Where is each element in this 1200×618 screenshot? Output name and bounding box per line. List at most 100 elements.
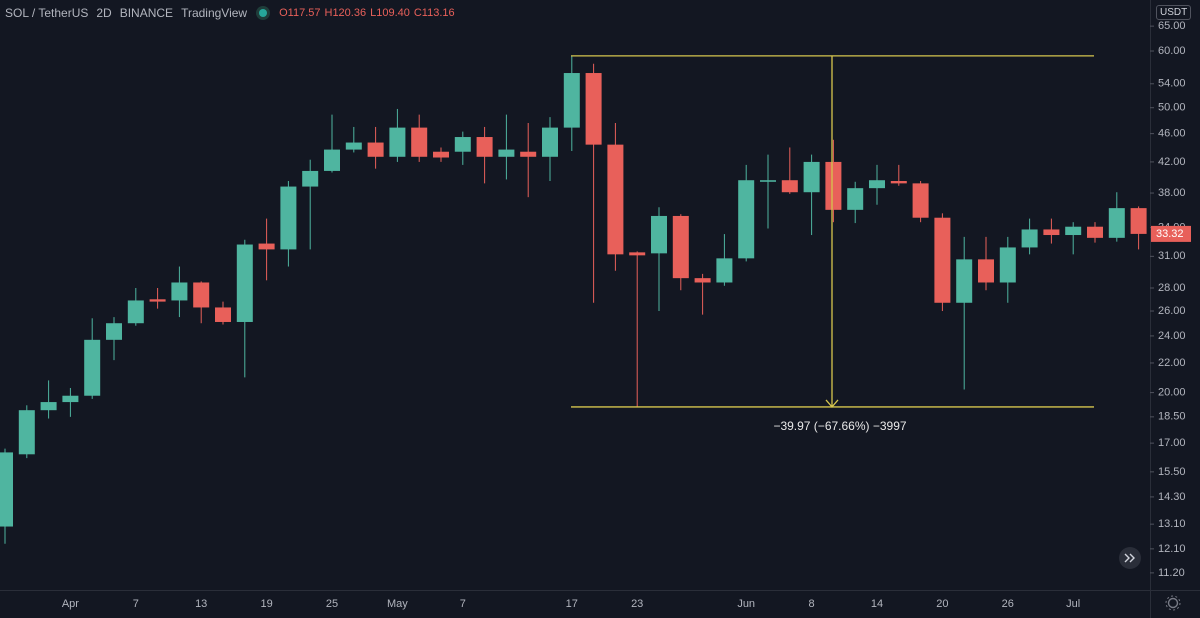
last-price-label: 33.32 [1156, 228, 1184, 240]
candle-body [542, 127, 558, 157]
candle-body [389, 127, 406, 157]
x-tick-label: 7 [460, 598, 466, 610]
candle-body [171, 282, 188, 301]
y-tick-label: 14.30 [1158, 491, 1186, 503]
symbol: SOL / TetherUS [5, 6, 89, 20]
x-tick-label: 23 [631, 598, 643, 610]
y-tick-label: 12.10 [1158, 543, 1186, 555]
candle-body [1043, 229, 1060, 236]
currency-button[interactable]: USDT [1156, 5, 1192, 20]
candle-body [563, 73, 580, 128]
candle-body [1087, 226, 1103, 238]
candle-body [760, 180, 776, 182]
x-tick-label: May [387, 598, 408, 610]
candle-body [0, 452, 13, 527]
x-tick-label: 25 [326, 598, 338, 610]
x-tick-label: 8 [809, 598, 815, 610]
y-tick-label: 54.00 [1158, 78, 1186, 90]
y-tick-label: 22.00 [1158, 357, 1186, 369]
settings-icon[interactable] [1165, 595, 1181, 611]
arrow-head [825, 399, 839, 408]
x-tick-label: 13 [195, 598, 207, 610]
candle-body [607, 144, 624, 255]
candle-body [738, 180, 755, 259]
candle-body [694, 278, 711, 283]
y-tick-label: 20.00 [1158, 387, 1186, 399]
candle-body [890, 181, 907, 184]
y-tick-label: 24.00 [1158, 330, 1186, 342]
y-tick-label: 28.00 [1158, 282, 1186, 294]
scroll-button[interactable] [1119, 547, 1141, 569]
x-tick-label: 7 [133, 598, 139, 610]
x-tick-label: 26 [1002, 598, 1014, 610]
candle-body [498, 149, 515, 157]
measure-label: −39.97 (−67.66%) −3997 [773, 419, 906, 433]
candle-body [280, 186, 297, 250]
candle-body [236, 244, 253, 322]
y-tick-label: 13.10 [1158, 518, 1186, 530]
candle-body [651, 215, 667, 254]
y-tick-label: 38.00 [1158, 187, 1186, 199]
candle-body [258, 243, 275, 250]
high: H120.36 [324, 7, 367, 19]
candle-body [629, 252, 646, 256]
candle-body [1108, 208, 1125, 238]
x-tick-label: 19 [260, 598, 272, 610]
source: TradingView [181, 6, 248, 20]
candle-body [193, 282, 210, 308]
interval: 2D [96, 6, 112, 20]
candle-body [781, 180, 798, 193]
low: L109.40 [370, 7, 410, 19]
candle-body [367, 142, 384, 157]
candle-body [40, 402, 57, 411]
candle-body [1065, 226, 1082, 236]
candle-body [62, 395, 79, 403]
y-tick-label: 26.00 [1158, 305, 1186, 317]
y-tick-label: 50.00 [1158, 102, 1186, 114]
candle-body [84, 339, 101, 396]
candle-body [869, 180, 885, 189]
candle-body [454, 137, 471, 152]
candle-body [1130, 208, 1147, 234]
candle-body [912, 183, 929, 218]
candle-body [978, 259, 994, 283]
candle-body [934, 217, 951, 303]
candle-body [106, 323, 122, 340]
candle-body [345, 142, 362, 150]
y-tick-label: 31.00 [1158, 250, 1186, 262]
open: O117.57 [279, 7, 321, 19]
x-tick-label: Jun [737, 598, 755, 610]
candle-body [956, 259, 973, 303]
y-tick-label: 46.00 [1158, 128, 1186, 140]
candle-body [847, 188, 864, 210]
candle-body [476, 137, 493, 157]
exchange: BINANCE [119, 6, 174, 20]
candle-body [215, 307, 231, 322]
y-tick-label: 42.00 [1158, 156, 1186, 168]
candle-body [18, 410, 35, 455]
candle-body [520, 151, 537, 157]
y-tick-label: 17.00 [1158, 437, 1186, 449]
candle-body [716, 258, 733, 283]
candle-body [127, 300, 144, 324]
x-tick-label: 20 [936, 598, 948, 610]
y-tick-label: 11.20 [1158, 567, 1185, 579]
candle-body [999, 247, 1016, 283]
candle-body [585, 73, 602, 145]
x-tick-label: 17 [566, 598, 578, 610]
y-tick-label: 60.00 [1158, 45, 1186, 57]
close: C113.16 [413, 7, 455, 19]
candle-body [302, 170, 319, 187]
y-tick-label: 18.50 [1158, 411, 1186, 423]
y-tick-label: 15.50 [1158, 466, 1186, 478]
candle-body [1021, 229, 1038, 248]
candle-body [433, 151, 449, 158]
x-tick-label: Apr [62, 598, 79, 610]
candle-body [149, 299, 166, 302]
x-tick-label: 14 [871, 598, 883, 610]
status-dot [259, 9, 268, 17]
header: SOL / TetherUS 2D BINANCE TradingView O1… [5, 6, 455, 20]
ohlc: O117.57 H120.36 L109.40 C113.16 [279, 7, 455, 19]
